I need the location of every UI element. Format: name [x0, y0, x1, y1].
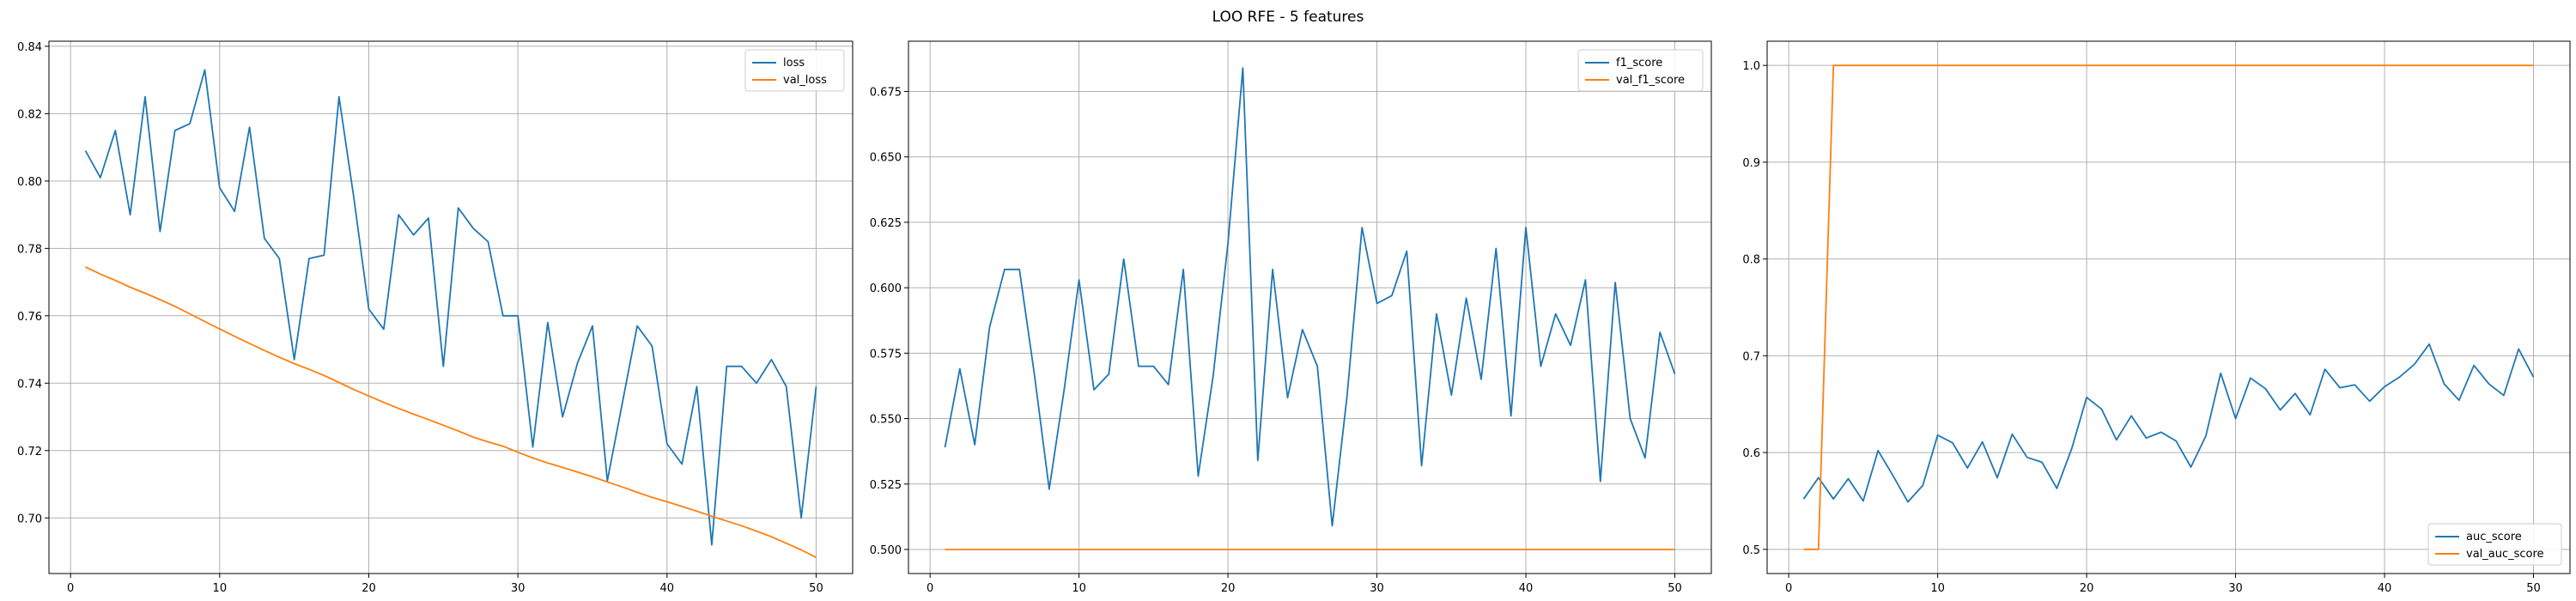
- plot-frame: [1766, 40, 2571, 574]
- y-tick-label: 1.0: [1742, 60, 1760, 73]
- series-line-val_auc_score: [1803, 64, 2534, 550]
- y-tick-label: 0.525: [870, 479, 902, 492]
- legend-label: f1_score: [1616, 57, 1662, 70]
- x-tick-label: 0: [67, 582, 74, 595]
- legend-box: [1577, 49, 1704, 92]
- x-tick-label: 20: [361, 582, 376, 595]
- y-tick-label: 0.625: [870, 217, 902, 230]
- x-tick-label: 0: [927, 582, 933, 595]
- y-tick-label: 0.74: [17, 378, 42, 391]
- auc-score-chart-axes: 0 10 20 30 40 50 0.5 0.6 0.7 0.8 0.9 1.0 auc_scoreva…: [1742, 40, 2571, 595]
- series-line-f1_score: [944, 67, 1676, 527]
- legend-label: val_loss: [783, 74, 827, 87]
- x-tick-label: 50: [2526, 582, 2541, 595]
- y-tick-label: 0.9: [1742, 157, 1760, 170]
- x-tick-label: 40: [660, 582, 675, 595]
- x-tick-label: 10: [213, 582, 228, 595]
- x-tick-label: 40: [2378, 582, 2392, 595]
- y-tick-label: 0.5: [1742, 544, 1760, 557]
- y-tick-label: 0.76: [17, 311, 42, 324]
- loss-chart-axes: 0 10 20 30 40 50 0.70 0.72 0.74 0.76 0.78 0.80 0.82 0…: [17, 40, 854, 595]
- y-tick-label: 0.500: [870, 544, 902, 557]
- y-tick-label: 0.72: [17, 446, 42, 458]
- legend-label: val_auc_score: [2466, 548, 2544, 561]
- plot-frame: [908, 40, 1712, 574]
- y-tick-label: 0.575: [870, 348, 902, 361]
- y-tick-label: 0.550: [870, 414, 902, 427]
- x-tick-label: 40: [1519, 582, 1534, 595]
- legend: loss val_loss: [744, 49, 845, 92]
- series-line-auc_score: [1802, 343, 2535, 503]
- y-tick-label: 0.80: [17, 176, 42, 189]
- x-tick-label: 50: [809, 582, 823, 595]
- legend-label: auc_score: [2466, 531, 2522, 543]
- x-tick-label: 30: [1370, 582, 1384, 595]
- y-tick-label: 0.8: [1742, 254, 1760, 267]
- series-line-loss: [84, 69, 817, 546]
- y-tick-label: 0.7: [1742, 350, 1760, 363]
- x-tick-label: 50: [1668, 582, 1682, 595]
- x-tick-label: 30: [2228, 582, 2243, 595]
- y-tick-label: 0.78: [17, 243, 42, 256]
- plot-frame: [48, 40, 854, 574]
- y-tick-label: 0.675: [870, 87, 902, 100]
- x-tick-label: 20: [2080, 582, 2094, 595]
- series-line-val_loss: [85, 266, 817, 559]
- y-tick-label: 0.650: [870, 152, 902, 165]
- y-tick-label: 0.84: [17, 41, 42, 54]
- y-tick-label: 0.6: [1742, 447, 1760, 460]
- y-tick-label: 0.70: [17, 513, 42, 525]
- legend-label: val_f1_score: [1616, 74, 1685, 87]
- legend-label: loss: [783, 57, 805, 70]
- y-tick-label: 0.600: [870, 282, 902, 295]
- x-tick-label: 10: [1930, 582, 1945, 595]
- x-tick-label: 30: [511, 582, 526, 595]
- figure-title: LOO RFE - 5 features: [1212, 9, 1364, 26]
- x-tick-label: 0: [1785, 582, 1792, 595]
- y-tick-label: 0.82: [17, 108, 42, 121]
- f1-score-chart-axes: 0 10 20 30 40 50 0.500 0.525 0.550 0.575 0.600 0.62…: [870, 40, 1712, 595]
- legend: auc_score val_auc_score: [2427, 523, 2562, 566]
- x-tick-label: 10: [1072, 582, 1086, 595]
- x-tick-label: 20: [1221, 582, 1236, 595]
- legend-box: [2427, 523, 2562, 566]
- legend: f1_score val_f1_score: [1577, 49, 1704, 92]
